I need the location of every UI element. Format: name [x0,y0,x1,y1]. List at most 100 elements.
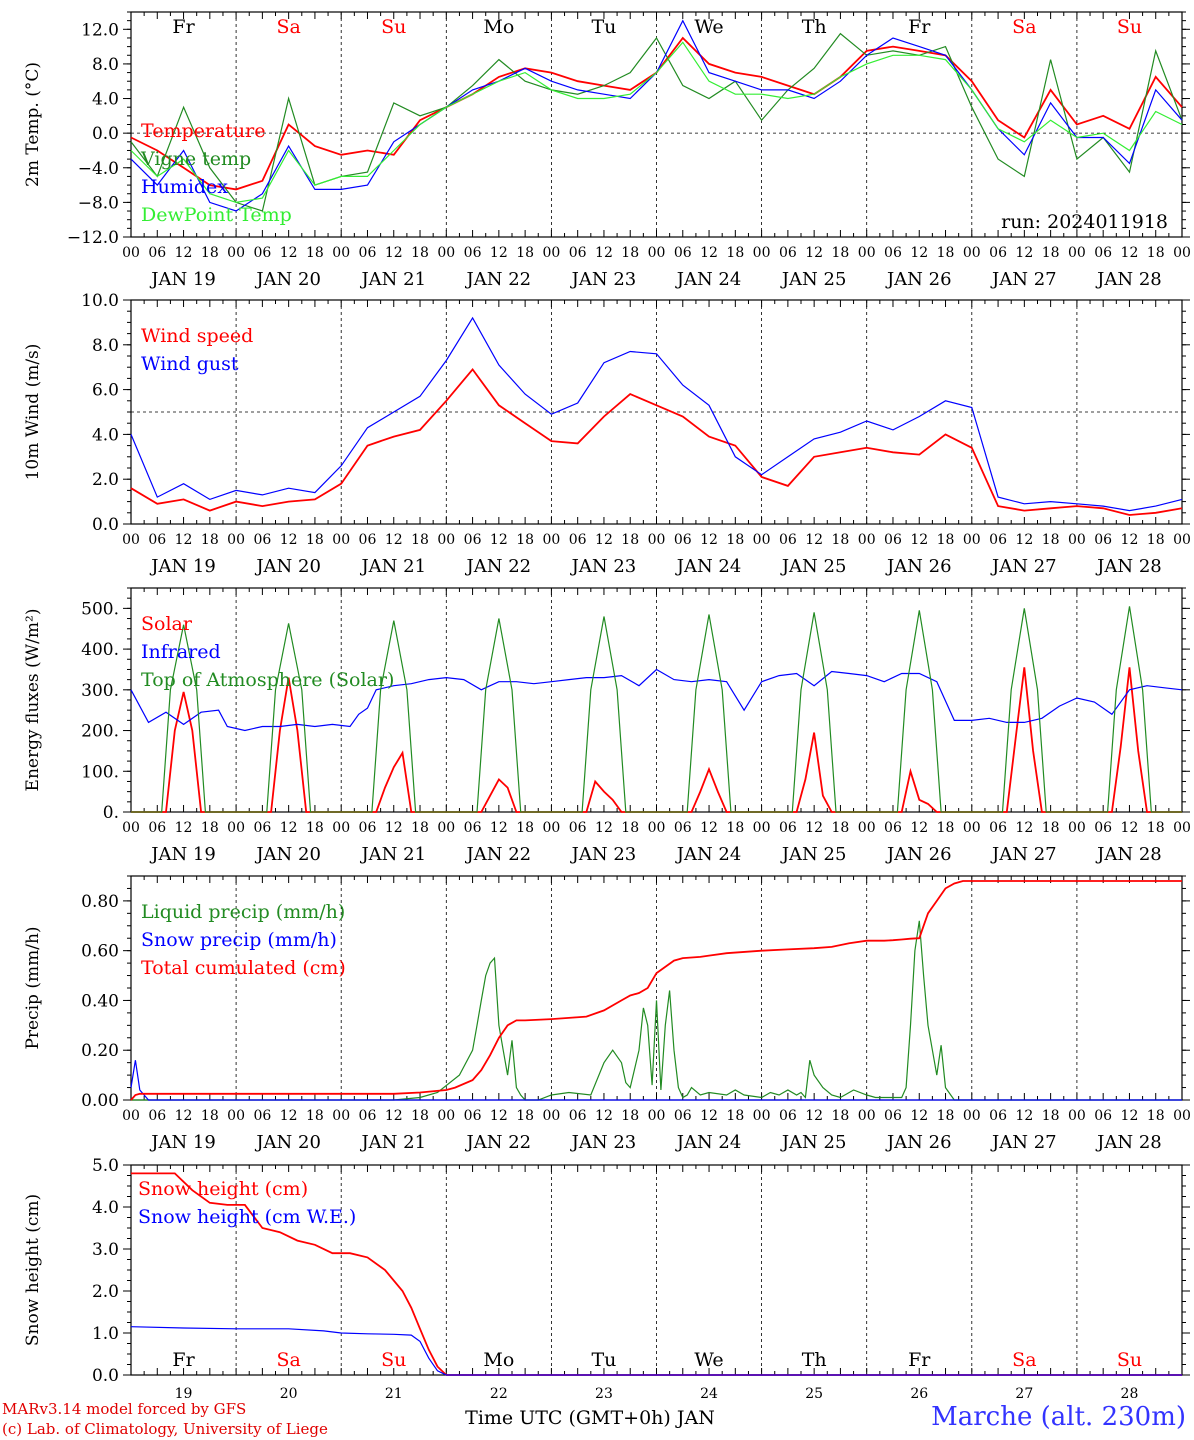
date-label: JAN 24 [675,269,742,290]
series-line-top-of-atmosphere-solar- [131,606,1182,813]
hour-label: 00 [963,532,981,548]
day-number: 28 [1121,1386,1139,1402]
y-tick-label: 6.0 [92,381,119,401]
hour-label: 06 [989,820,1007,836]
weekday-label-bottom: Tu [591,1349,616,1371]
weekday-label-bottom: Su [381,1349,406,1371]
date-label: JAN 24 [675,844,742,865]
hour-label: 00 [1173,532,1191,548]
day-number: 27 [1015,1386,1033,1402]
weekday-label-bottom: Mo [483,1349,514,1371]
hour-label: 12 [280,820,298,836]
panel-2 [123,299,1190,525]
hour-label: 12 [1121,1108,1139,1124]
hour-label: 18 [306,532,324,548]
panel-1 [123,11,1190,238]
hour-label: 12 [490,1108,508,1124]
y-tick-label: 0. [103,803,119,823]
hour-label: 00 [542,532,560,548]
day-number: 21 [385,1386,403,1402]
hour-label: 00 [648,245,666,261]
hour-label: 18 [201,820,219,836]
y-tick-label: 2.0 [92,470,119,490]
weekday-label-bottom: We [694,1349,723,1371]
date-label: JAN 26 [885,844,952,865]
date-label: JAN 20 [254,1132,321,1153]
hour-label: 18 [726,820,744,836]
hour-label: 18 [516,245,534,261]
hour-label: 12 [595,245,613,261]
weekday-label-bottom: Th [802,1349,827,1371]
hour-label: 00 [227,1108,245,1124]
hour-label: 06 [1094,820,1112,836]
hour-label: 00 [963,1108,981,1124]
hour-label: 06 [1094,245,1112,261]
date-label: JAN 23 [570,556,637,577]
legend-entry: Top of Atmosphere (Solar) [141,669,394,691]
date-label: JAN 24 [675,1132,742,1153]
y-tick-label: −4.0 [78,159,119,179]
date-label: JAN 24 [675,556,742,577]
hour-label: 06 [674,820,692,836]
hour-label: 12 [700,820,718,836]
date-label: JAN 27 [990,269,1057,290]
series-line-wind-gust [130,316,1183,512]
date-label: JAN 22 [465,1132,532,1153]
hour-label: 12 [385,245,403,261]
hour-label: 06 [884,532,902,548]
hour-label: 06 [569,820,587,836]
hour-label: 00 [1173,1108,1191,1124]
hour-label: 00 [332,532,350,548]
legend-entry: Snow height (cm) [138,1178,308,1200]
y-tick-label: 0.0 [92,515,119,535]
hour-label: 12 [385,1108,403,1124]
hour-label: 12 [1121,245,1139,261]
hour-label: 12 [910,1108,928,1124]
hour-label: 18 [1147,1108,1165,1124]
hour-label: 18 [621,820,639,836]
hour-label: 00 [1173,245,1191,261]
hour-label: 18 [411,532,429,548]
legend-entry: Snow height (cm W.E.) [138,1206,356,1228]
hour-label: 12 [385,820,403,836]
hour-label: 12 [280,245,298,261]
hour-label: 00 [648,820,666,836]
date-label: JAN 22 [465,269,532,290]
weekday-label: Mo [483,16,514,38]
date-label: JAN 26 [885,556,952,577]
hour-label: 12 [700,245,718,261]
legend-entry: Total cumulated (cm) [141,957,346,979]
hour-label: 06 [569,1108,587,1124]
credit-lab: (c) Lab. of Climatology, University of L… [2,1420,328,1438]
date-label: JAN 28 [1095,556,1162,577]
date-label: JAN 27 [990,844,1057,865]
legend-entry: Infrared [141,641,221,663]
y-tick-label: 0.80 [81,892,119,912]
hour-label: 00 [1173,820,1191,836]
hour-label: 18 [516,820,534,836]
hour-label: 18 [516,532,534,548]
hour-label: 18 [1147,245,1165,261]
hour-label: 00 [332,820,350,836]
hour-label: 06 [674,245,692,261]
weekday-label: Fr [908,16,931,38]
hour-label: 18 [937,245,955,261]
y-tick-label: 4.0 [92,90,119,110]
hour-label: 12 [490,245,508,261]
y-axis-label: 2m Temp. (°C) [23,62,43,187]
hour-label: 18 [201,1108,219,1124]
hour-label: 18 [1042,1108,1060,1124]
date-label: JAN 19 [149,844,216,865]
series-line-total-cumulated-cm- [130,880,1182,1101]
series-line-dewpoint-temp [130,41,1183,204]
hour-label: 06 [779,245,797,261]
hour-label: 00 [753,532,771,548]
hour-label: 00 [332,245,350,261]
y-axis-label: Precip (mm/h) [23,926,43,1049]
hour-label: 12 [1015,820,1033,836]
y-tick-label: 0.00 [81,1091,119,1111]
hour-label: 12 [805,532,823,548]
hour-label: 00 [122,532,140,548]
y-tick-label: 4.0 [92,425,119,445]
hour-label: 06 [148,1108,166,1124]
